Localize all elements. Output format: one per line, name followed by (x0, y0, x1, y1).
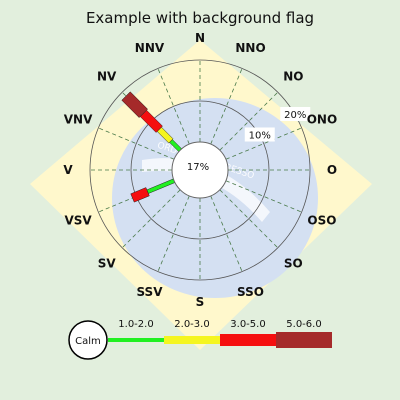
dir-label-n: N (195, 31, 205, 45)
center-circle: 17% (171, 141, 229, 199)
chart-title: Example with background flag (86, 9, 314, 27)
legend: Calm 1.0-2.0 2.0-3.0 3.0-5.0 5.0-6.0 (68, 319, 332, 360)
ring-label-bg-1 (244, 127, 275, 142)
dir-label-no: NO (283, 70, 303, 84)
legend-label-1: 1.0-2.0 (118, 319, 153, 330)
ring-label-bg-2 (280, 107, 311, 121)
calm-circle (68, 320, 108, 360)
bar-nv-4 (121, 91, 148, 118)
bar-vsv-3 (130, 187, 150, 203)
dir-label-vnv: VNV (64, 112, 93, 126)
polar-grid (89, 59, 311, 281)
legend-swatch-2 (164, 336, 220, 344)
dir-label-ono: ONO (307, 112, 337, 126)
legend-swatch-4 (276, 332, 332, 348)
dir-label-nno: NNO (235, 41, 265, 55)
ring-1 (130, 100, 270, 240)
legend-swatch-1 (108, 338, 164, 342)
dir-label-o: O (327, 163, 337, 177)
legend-label-3: 3.0-5.0 (230, 319, 265, 330)
dir-label-sv: SV (98, 256, 117, 270)
dir-label-oso: OSO (307, 214, 336, 228)
ring-2 (89, 59, 311, 281)
dir-label-nnv: NNV (135, 41, 165, 55)
legend-swatch-3 (220, 334, 276, 346)
dir-label-s: S (196, 295, 205, 309)
dir-label-vsv: VSV (64, 214, 92, 228)
ring-label-2: 20% (284, 110, 306, 121)
ring-labels: 10% 20% (244, 107, 311, 142)
legend-label-4: 5.0-6.0 (286, 319, 321, 330)
wind-bars (121, 91, 182, 203)
direction-labels: N NNO NO ONO O OSO SO SSO S SSV SV VSV V VNV NV NNV (63, 31, 337, 309)
legend-label-2: 2.0-3.0 (174, 319, 209, 330)
dir-label-nv: NV (97, 70, 117, 84)
dir-label-sso: SSO (237, 285, 264, 299)
ring-label-1: 10% (249, 131, 271, 142)
dir-label-ssv: SSV (136, 285, 163, 299)
calm-label: Calm (75, 336, 101, 347)
flag-globe (112, 98, 318, 298)
dir-label-so: SO (284, 256, 303, 270)
dir-label-v: V (63, 163, 73, 177)
center-label: 17% (187, 162, 209, 173)
